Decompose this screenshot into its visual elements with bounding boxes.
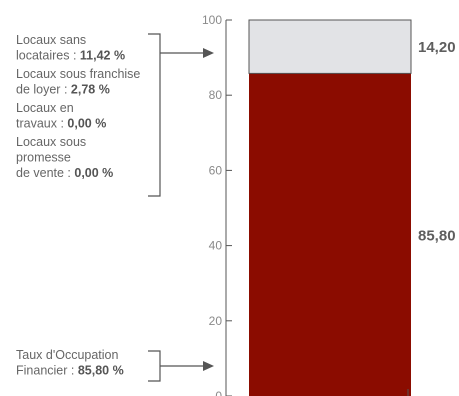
y-tick-label: 60 bbox=[209, 163, 223, 177]
bottom-bracket bbox=[148, 350, 208, 382]
y-tick-label: 40 bbox=[209, 239, 223, 253]
annotation-line: Locaux sous franchise bbox=[16, 67, 140, 81]
annotation-value-line: locataires : 11,42 % bbox=[16, 49, 125, 63]
stacked-bar bbox=[248, 19, 412, 396]
top-bracket bbox=[148, 33, 208, 197]
annotation-line: promesse bbox=[16, 151, 71, 165]
value-label: 85,80 % bbox=[418, 228, 459, 245]
annotation-value-line: travaux : 0,00 % bbox=[16, 117, 106, 131]
annotation-line: Locaux sans bbox=[16, 33, 86, 47]
annotation-value-line: de loyer : 2,78 % bbox=[16, 83, 110, 97]
annotation-value-line: Financier : 85,80 % bbox=[16, 364, 124, 378]
bar-segment bbox=[248, 19, 412, 74]
value-label: 14,20 % bbox=[418, 39, 459, 56]
value-labels: 85,80 % 14,20 % bbox=[418, 39, 459, 245]
annotation-value-line: de vente : 0,00 % bbox=[16, 166, 113, 180]
y-ticks: 100 80 60 40 20 0 bbox=[202, 13, 232, 396]
y-tick-label: 100 bbox=[202, 13, 222, 27]
y-tick-label: 20 bbox=[209, 314, 223, 328]
annotation-line: Locaux sous bbox=[16, 135, 86, 149]
bottom-arrow-head bbox=[203, 361, 214, 371]
annotations: Locaux sans locataires : 11,42 % Locaux so… bbox=[16, 33, 214, 382]
annotation-line: Taux d'Occupation bbox=[16, 348, 118, 362]
y-tick-label: 0 bbox=[215, 389, 222, 396]
y-tick-label: 80 bbox=[209, 88, 223, 102]
annotation-line: Locaux en bbox=[16, 101, 74, 115]
top-arrow-head bbox=[203, 48, 214, 58]
bar-segment bbox=[249, 73, 411, 396]
